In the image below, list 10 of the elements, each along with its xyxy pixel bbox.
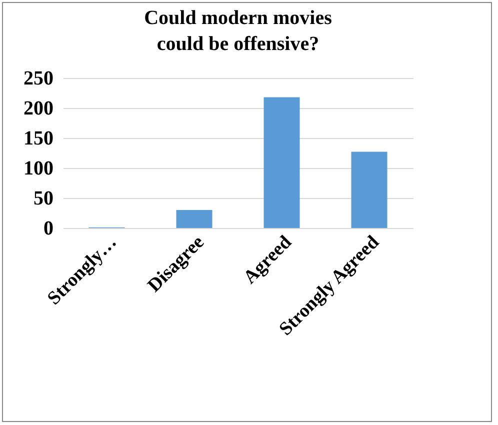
y-tick-label: 250 (24, 68, 54, 90)
y-tick-label: 0 (44, 218, 54, 240)
bar (176, 210, 212, 228)
y-tick-label: 50 (34, 188, 54, 210)
y-tick-label: 200 (24, 98, 54, 120)
chart-title: Could modern movies could be offensive? (144, 7, 332, 55)
bar (351, 152, 388, 228)
bar (264, 97, 300, 228)
y-tick-label: 150 (24, 128, 54, 150)
y-tick-label: 100 (24, 158, 54, 180)
